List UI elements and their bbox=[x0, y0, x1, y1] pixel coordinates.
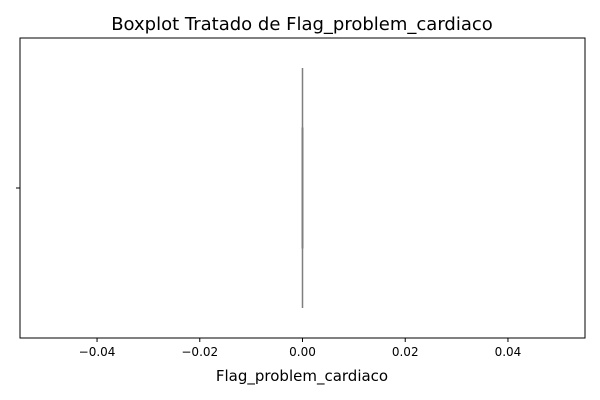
x-tick-label: −0.02 bbox=[181, 345, 218, 359]
x-tick-label: 0.02 bbox=[392, 345, 419, 359]
x-tick-label: 0.00 bbox=[289, 345, 316, 359]
chart-title: Boxplot Tratado de Flag_problem_cardiaco bbox=[111, 14, 493, 35]
x-tick-label: 0.04 bbox=[495, 345, 522, 359]
x-axis-ticks: −0.04 −0.02 0.00 0.02 0.04 bbox=[79, 338, 522, 359]
x-axis-label: Flag_problem_cardiaco bbox=[216, 367, 388, 386]
x-tick-label: −0.04 bbox=[79, 345, 116, 359]
plot-area bbox=[16, 37, 586, 339]
